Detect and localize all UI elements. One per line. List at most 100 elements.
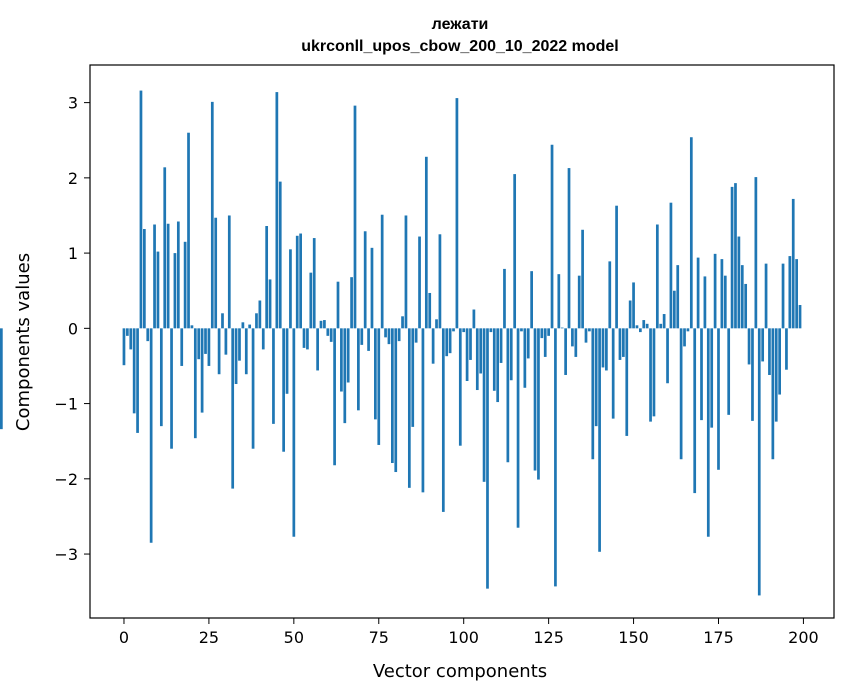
x-tick-label: 0 (119, 628, 129, 647)
x-tick-label: 50 (284, 628, 304, 647)
y-tick-label: 2 (68, 169, 78, 188)
bar (506, 328, 510, 463)
bar (669, 202, 673, 329)
bar (761, 328, 765, 362)
bar (370, 247, 374, 329)
bar (438, 234, 442, 329)
bar (238, 328, 241, 361)
bar (445, 328, 449, 357)
bar (560, 327, 564, 329)
bar (350, 277, 353, 329)
bar (360, 328, 364, 345)
bar (710, 328, 714, 428)
bar (380, 214, 384, 329)
bar (143, 229, 146, 329)
bar (346, 328, 350, 383)
bar (703, 276, 707, 329)
bar (679, 328, 683, 460)
bar (394, 328, 398, 473)
bar (486, 328, 489, 589)
bar (740, 265, 744, 329)
bar (727, 328, 731, 415)
bar (207, 328, 211, 366)
bar (516, 328, 520, 528)
bar (282, 328, 285, 452)
bar (503, 268, 506, 329)
bar (418, 236, 421, 329)
bar (659, 323, 663, 329)
bar (441, 328, 445, 512)
bar (363, 231, 367, 329)
bar (295, 235, 299, 329)
bar (156, 251, 160, 329)
bar (550, 144, 554, 329)
bar (210, 101, 214, 329)
bar (248, 324, 252, 329)
bar (649, 328, 652, 422)
bar (509, 328, 513, 381)
y-tick-label: 1 (68, 244, 78, 263)
bar (275, 92, 279, 329)
bar (652, 328, 656, 417)
bar (258, 300, 262, 329)
x-tick-label: 125 (533, 628, 564, 647)
bar (618, 328, 622, 360)
bar (499, 328, 503, 363)
x-axis-ticks: 0 25 50 75 100 125 150 175 200 (119, 618, 819, 647)
bar (340, 328, 343, 392)
bars-group (0, 90, 802, 596)
chart-title: лежати (432, 16, 489, 33)
bar (299, 233, 302, 329)
y-tick-label: −1 (54, 395, 78, 414)
bar (180, 328, 184, 366)
bar (615, 205, 618, 329)
bar (316, 328, 319, 371)
bar (289, 249, 292, 329)
bar (241, 322, 245, 329)
x-tick-label: 200 (788, 628, 819, 647)
bar (713, 253, 717, 329)
bar (374, 328, 377, 420)
bar (472, 309, 476, 329)
bar (639, 328, 642, 333)
bar (448, 328, 452, 354)
bar (523, 328, 527, 388)
bar (700, 328, 703, 421)
bar (771, 328, 775, 460)
bar (251, 328, 255, 449)
y-axis-label: Components values (13, 253, 34, 431)
bar (734, 183, 737, 329)
bar (676, 265, 680, 329)
plot-frame (89, 64, 835, 619)
bar (706, 328, 710, 537)
y-tick-label: 3 (68, 94, 78, 113)
bar (768, 328, 771, 375)
bar (574, 328, 578, 357)
bar (122, 328, 126, 366)
bar (608, 261, 612, 329)
bar (482, 328, 486, 482)
bar (163, 167, 167, 329)
bar (428, 292, 432, 329)
bar (791, 198, 795, 329)
bar (475, 328, 479, 391)
bar (489, 328, 493, 333)
bar (272, 328, 275, 424)
bar (537, 328, 540, 480)
bar (173, 253, 177, 329)
bar (492, 328, 496, 391)
bar (720, 259, 724, 329)
bar (458, 328, 462, 446)
bar (774, 328, 778, 422)
bar (666, 328, 669, 384)
x-tick-label: 175 (703, 628, 734, 647)
bar (146, 328, 150, 342)
bar (234, 328, 238, 385)
bar (611, 328, 615, 419)
bar (533, 328, 537, 471)
bar (170, 328, 173, 449)
bar (387, 328, 391, 345)
bar (686, 328, 690, 332)
bar (642, 320, 646, 329)
